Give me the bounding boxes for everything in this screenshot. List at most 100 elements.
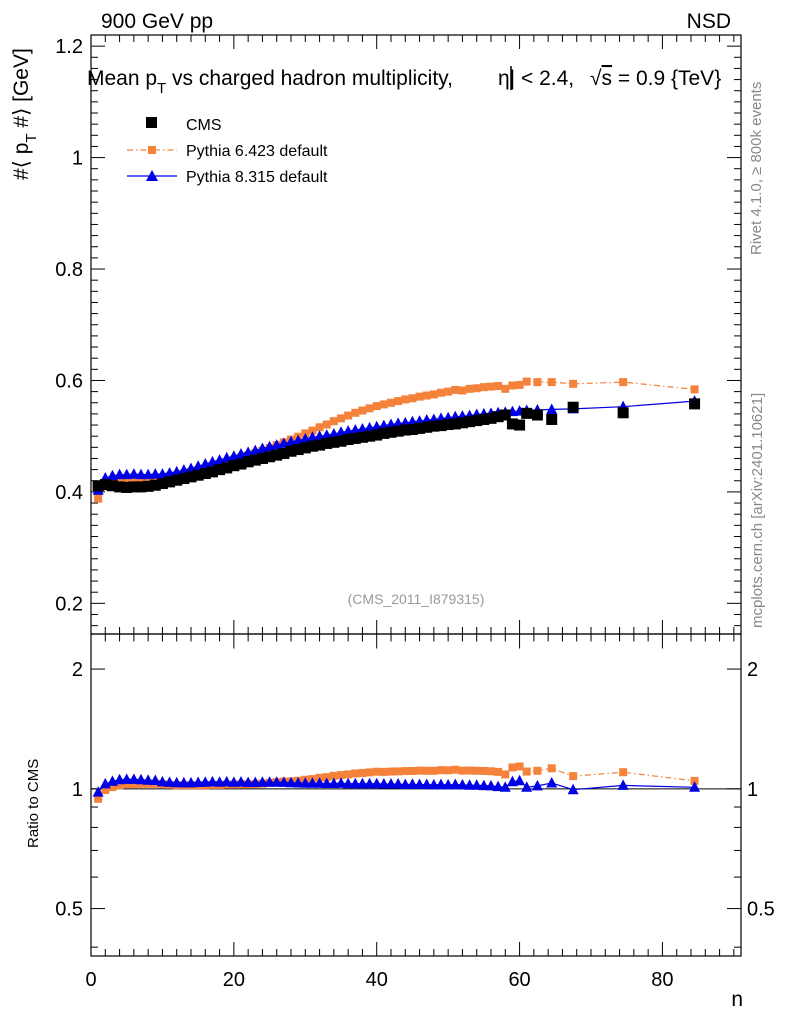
ratio-y-tick-label-right: 0.5 <box>747 899 775 921</box>
chart-title-eta: η| < 2.4, <box>498 67 574 90</box>
pythia6-point <box>322 420 331 429</box>
rivet-label: Rivet 4.1.0, ≥ 800k events <box>748 82 765 255</box>
pythia6-point <box>415 392 424 401</box>
pythia6-point <box>533 378 542 387</box>
x-tick-label: 60 <box>508 969 530 991</box>
cms-data-point <box>278 447 290 459</box>
cms-data-point <box>335 435 347 447</box>
pythia8-point <box>221 775 233 787</box>
pythia6-point <box>515 380 524 389</box>
pythia8-point <box>299 777 311 788</box>
pythia6-point <box>379 400 388 409</box>
pythia6-point <box>122 477 131 486</box>
cms-data-point <box>156 478 168 490</box>
cms-data-point <box>449 418 461 430</box>
pythia6-point <box>365 404 374 413</box>
pythia8-point <box>689 781 701 792</box>
pythia8-point <box>428 778 440 790</box>
cms-data-point <box>428 420 440 432</box>
pythia8-point <box>392 778 404 789</box>
legend-pythia8-label: Pythia 8.315 default <box>186 169 328 186</box>
cms-data-point <box>164 476 176 488</box>
pythia6-point <box>533 766 542 775</box>
cms-data-point <box>299 442 311 454</box>
cms-data-point <box>617 407 629 419</box>
cms-data-point <box>531 409 543 421</box>
pythia8-point <box>249 776 261 788</box>
pythia6-point <box>394 397 403 406</box>
pythia6-point <box>472 766 481 775</box>
pythia6-point <box>137 476 145 485</box>
cms-data-point <box>106 480 118 492</box>
pythia8-point <box>114 468 126 480</box>
cms-data-point <box>364 430 376 442</box>
pythia6-point <box>422 766 431 775</box>
pythia8-point <box>378 778 390 789</box>
pythia8-point <box>121 773 133 784</box>
legend-pythia6-marker <box>148 146 156 154</box>
legend-pythia6-label: Pythia 6.423 default <box>186 143 328 160</box>
pythia8-point <box>414 778 426 790</box>
legend-cms-marker <box>146 117 157 128</box>
pythia6-point <box>522 767 531 776</box>
pythia8-point <box>406 778 418 789</box>
cms-data-point <box>228 460 240 472</box>
pythia8-point <box>321 777 333 789</box>
pythia8-point <box>521 781 533 792</box>
analysis-watermark: (CMS_2011_I879315) <box>348 591 485 607</box>
pythia8-point <box>92 786 104 797</box>
legend-cms-label: CMS <box>186 117 222 134</box>
cms-data-point <box>406 424 418 436</box>
pythia8-point <box>449 778 461 790</box>
pythia6-point <box>358 406 367 415</box>
pythia6-point <box>458 766 467 775</box>
pythia6-point <box>690 385 699 394</box>
ratio-y-tick-label-right: 1 <box>747 779 758 801</box>
cms-data-point <box>485 412 497 424</box>
pythia6-point <box>387 398 395 407</box>
pythia6-point <box>344 770 353 779</box>
pythia6-point <box>494 767 503 776</box>
cms-data-point <box>121 481 133 493</box>
pythia6-point <box>508 763 517 772</box>
pythia6-point <box>337 414 345 423</box>
main-y-label: #⟨ pT #⟩ [GeV] <box>10 48 40 180</box>
cms-data-point <box>546 413 558 425</box>
cms-data-point <box>328 436 340 448</box>
pythia6-point <box>94 794 103 803</box>
pythia6-point <box>619 378 628 387</box>
pythia6-point <box>547 764 556 773</box>
pythia6-point <box>501 770 510 779</box>
main-y-axis: 0.2 0.4 0.6 0.8 1 1.2 <box>55 36 741 627</box>
cms-data-point <box>342 434 354 446</box>
cms-data-point <box>421 421 433 433</box>
pythia8-point <box>399 778 411 790</box>
pythia6-point <box>415 766 424 775</box>
ratio-y-label: Ratio to CMS <box>25 759 42 848</box>
cms-data-point <box>514 419 526 431</box>
pythia6-point <box>487 767 495 776</box>
pythia6-point <box>129 476 138 485</box>
pythia6-point <box>429 390 438 399</box>
pythia6-point <box>494 382 503 391</box>
pythia8-point <box>514 774 526 786</box>
pythia8-point <box>114 773 126 785</box>
ratio-y-tick-label-right: 2 <box>747 659 758 681</box>
pythia6-point <box>458 386 467 395</box>
pythia8-point <box>185 776 197 788</box>
pythia8-point <box>456 778 468 790</box>
pythia6-point <box>358 768 367 777</box>
pythia6-point <box>444 766 453 775</box>
cms-data-point <box>371 429 383 441</box>
cms-data-point <box>206 466 218 478</box>
pythia8-point <box>156 775 168 787</box>
pythia8-point <box>478 779 490 791</box>
main-y-tick-label: 1 <box>72 148 83 170</box>
pythia6-point <box>569 379 578 388</box>
pythia6-point <box>101 786 110 795</box>
x-tick-label: 40 <box>366 969 388 991</box>
pythia6-point <box>401 767 410 776</box>
pythia6-point <box>437 766 445 775</box>
cms-data-point <box>464 416 476 428</box>
cms-data-point <box>178 473 190 485</box>
